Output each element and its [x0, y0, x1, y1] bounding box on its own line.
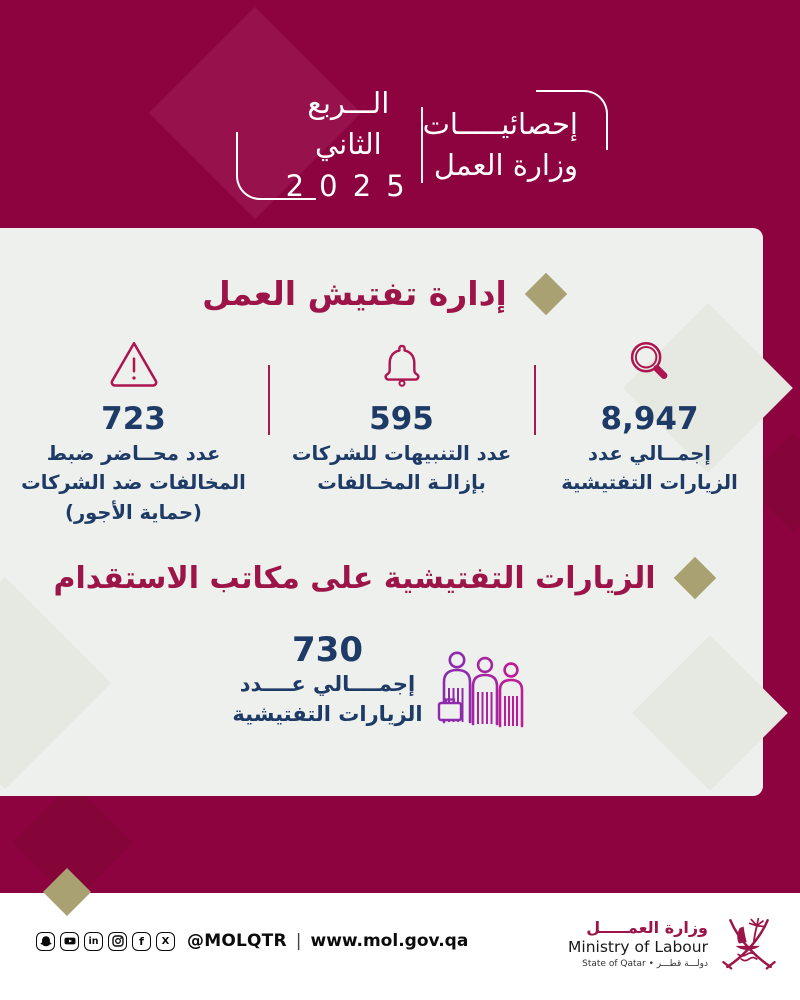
diamond-bullet-icon	[673, 557, 716, 600]
linkedin-icon[interactable]: in	[84, 931, 103, 951]
header-title-line2: وزارة العمل	[433, 148, 578, 182]
recruitment-visits-stat: 730 إجمــــالي عــــدد الزيارات التفتيشي…	[0, 630, 763, 734]
instagram-icon[interactable]	[108, 931, 127, 951]
stat-value: 595	[369, 401, 434, 437]
warning-triangle-icon	[105, 333, 163, 393]
frame-corner-top-right	[536, 90, 608, 150]
stat-total-visits: 8,947 إجمــالي عدد الزيارات التفتيشية	[544, 333, 756, 498]
qatar-emblem-icon	[718, 909, 780, 979]
header-title-line1: إحصائيـــــات	[422, 106, 578, 141]
stat-value: 723	[101, 401, 166, 437]
year-label: 2025	[285, 168, 420, 203]
quarter-label: الـــربع الثاني	[307, 86, 390, 162]
frame-corner-bottom-left	[236, 132, 316, 200]
stat-label: عدد التنبيهات للشركات بإزالـة المخـالفات	[291, 442, 512, 495]
stat-value: 8,947	[600, 401, 699, 437]
content-card: إدارة تفتيش العمل 8,947 إجمــالي عدد الز…	[0, 228, 793, 796]
section2-title-row: الزيارات التفتيشية على مكاتب الاستقدام	[0, 557, 763, 600]
diamond-bullet-icon	[524, 272, 568, 315]
bell-icon	[374, 333, 430, 393]
stats-row: 8,947 إجمــالي عدد الزيارات التفتيشية 59…	[0, 333, 763, 527]
stat-violation-reports: 723 عدد محــاضر ضبط المخالفات ضد الشركات…	[8, 333, 260, 527]
header-divider	[420, 107, 423, 183]
ministry-tagline: State of Qatar • دولـــة قطـــر	[582, 959, 708, 970]
ministry-name-english: Ministry of Labour	[568, 937, 708, 956]
snapchat-icon[interactable]	[36, 931, 55, 951]
magnifier-icon	[621, 333, 679, 393]
x-glyph: X	[161, 935, 170, 947]
social-row: in f X @MOLQTR | www.mol.gov.qa	[36, 931, 468, 951]
section1-title: إدارة تفتيش العمل	[202, 274, 507, 313]
section1-title-row: إدارة تفتيش العمل	[0, 272, 763, 315]
section2-title: الزيارات التفتيشية على مكاتب الاستقدام	[53, 560, 656, 596]
x-icon[interactable]: X	[156, 931, 175, 951]
facebook-glyph: f	[139, 934, 144, 948]
header-quarter: الـــربع الثاني 2025	[276, 83, 421, 207]
stat-divider	[533, 365, 536, 435]
header: إحصائيـــــات وزارة العمل الـــربع الثان…	[236, 86, 608, 203]
social-handle[interactable]: @MOLQTR	[187, 931, 287, 951]
footer: in f X @MOLQTR | www.mol.gov.qa وزارة ال…	[0, 867, 800, 1000]
youtube-icon[interactable]	[60, 931, 79, 951]
ministry-logo: وزارة العمـــــل Ministry of Labour Stat…	[568, 909, 780, 979]
header-title: إحصائيـــــات وزارة العمل	[423, 104, 578, 186]
stat-label: إجمــالي عدد الزيارات التفتيشية	[561, 442, 738, 495]
stat-label: إجمــــالي عــــدد الزيارات التفتيشية	[232, 671, 423, 726]
stat-divider	[267, 365, 270, 435]
stat-value: 730	[292, 629, 363, 670]
inspectors-icon	[435, 630, 531, 734]
facebook-icon[interactable]: f	[132, 931, 151, 951]
linkedin-glyph: in	[88, 935, 99, 947]
stat-label: عدد محــاضر ضبط المخالفات ضد الشركات (حم…	[21, 442, 246, 524]
ministry-logo-text: وزارة العمـــــل Ministry of Labour Stat…	[568, 918, 708, 971]
website-link[interactable]: www.mol.gov.qa	[310, 931, 469, 951]
footer-separator: |	[295, 931, 302, 951]
stat-alerts: 595 عدد التنبيهات للشركات بإزالـة المخـا…	[278, 333, 526, 498]
ministry-name-arabic: وزارة العمـــــل	[586, 917, 708, 937]
